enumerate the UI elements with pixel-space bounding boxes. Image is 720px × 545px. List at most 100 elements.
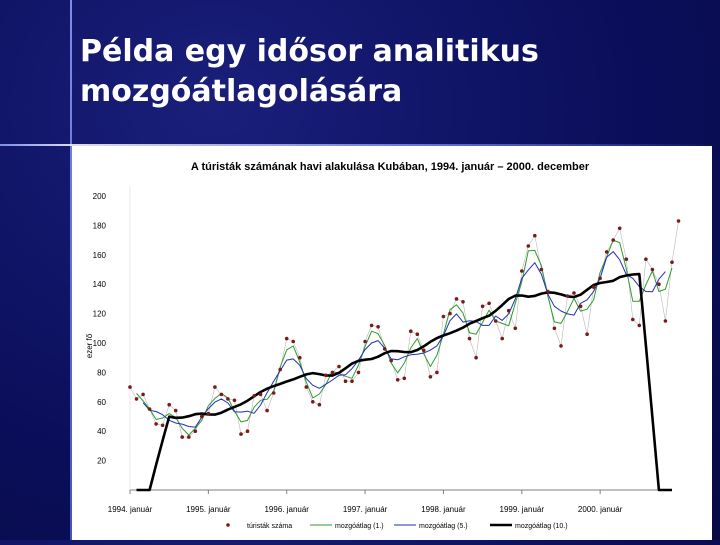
chart-title: A túristák számának havi alakulása Kubáb… [191, 161, 590, 173]
y-tick-label: 80 [97, 368, 106, 377]
data-point [428, 375, 433, 379]
data-point [252, 394, 256, 398]
data-point [585, 332, 589, 336]
legend-label: túristák száma [247, 523, 292, 530]
data-point [173, 408, 178, 413]
data-point [676, 219, 681, 223]
x-tick-label: 1995. január [186, 505, 231, 514]
data-point [552, 326, 557, 331]
data-point [644, 257, 648, 261]
slide-title-line-1: Példa egy idősor analitikus [80, 34, 539, 69]
y-tick-label: 100 [93, 339, 107, 348]
data-point [343, 379, 348, 383]
data-point [193, 429, 198, 434]
data-point [284, 336, 289, 341]
data-point [572, 291, 576, 295]
data-point [461, 300, 465, 304]
data-point [369, 323, 374, 328]
data-point [291, 339, 295, 344]
data-point [187, 435, 191, 439]
data-point [441, 314, 446, 319]
data-point [311, 400, 315, 404]
data-point [539, 267, 544, 272]
data-point [337, 364, 341, 369]
legend-label: mozgóátlag (10.) [515, 523, 568, 530]
chart-panel: A túristák számának havi alakulása Kubáb… [72, 146, 712, 540]
data-point [239, 432, 243, 436]
data-point [409, 329, 413, 333]
data-point [435, 370, 439, 375]
data-point [232, 398, 237, 403]
data-point [474, 355, 478, 360]
legend-label: mozgóátlag (1.) [335, 523, 384, 530]
data-point [578, 304, 583, 309]
y-tick-label: 60 [97, 398, 106, 407]
x-tick-label: 2000. január [578, 505, 623, 514]
data-point [617, 226, 622, 231]
data-point [611, 238, 615, 242]
data-point [350, 379, 354, 383]
decorative-vertical-line [70, 0, 72, 540]
slide-title-line-2: mozgóátlagolására [80, 74, 403, 109]
data-point [298, 355, 302, 360]
y-axis-label: ezer fő [85, 333, 94, 358]
y-tick-label: 180 [93, 221, 107, 230]
x-tick-label: 1994. január [108, 505, 153, 514]
data-point [526, 244, 531, 248]
data-point [506, 308, 511, 313]
y-tick-label: 40 [97, 427, 106, 436]
data-point [598, 276, 602, 281]
data-point [467, 336, 472, 341]
data-point [533, 233, 537, 238]
data-point [546, 289, 550, 294]
series-line-moving-average-1 [136, 239, 673, 436]
x-tick-label: 1996. január [264, 505, 309, 514]
data-point [565, 294, 570, 298]
data-point [657, 282, 661, 286]
data-point [160, 423, 165, 428]
data-point [591, 285, 596, 289]
x-tick-label: 1997. január [343, 505, 388, 514]
data-point [258, 392, 263, 397]
y-tick-label: 120 [93, 310, 107, 319]
data-point [167, 402, 171, 407]
slide-title: Példa egy idősor analitikus mozgóátlagol… [80, 32, 680, 112]
data-point [376, 325, 380, 329]
y-tick-label: 200 [93, 192, 107, 201]
data-point [402, 376, 407, 381]
data-point [415, 332, 420, 336]
data-point [559, 344, 563, 348]
data-point [500, 336, 505, 341]
data-point [219, 392, 224, 397]
data-point [604, 250, 609, 254]
data-point [670, 260, 674, 264]
data-point [448, 311, 452, 316]
tourist-chart: A túristák számának havi alakulása Kubáb… [85, 161, 681, 530]
data-point [278, 367, 282, 372]
data-point [395, 378, 400, 382]
data-point [422, 348, 426, 353]
data-point [147, 407, 152, 411]
data-point [480, 304, 485, 309]
data-point [206, 411, 211, 416]
y-tick-label: 140 [93, 280, 107, 289]
legend-label: mozgóátlag (5.) [419, 523, 468, 530]
data-point [356, 370, 361, 375]
data-point [265, 408, 269, 413]
data-point [493, 319, 498, 323]
data-point [487, 301, 491, 306]
x-tick-label: 1999. január [500, 505, 545, 514]
data-point [663, 319, 668, 323]
data-point [154, 422, 158, 426]
data-point [650, 267, 655, 272]
decorative-horizontal-line [0, 144, 720, 146]
data-point [389, 358, 394, 363]
y-tick-label: 160 [93, 251, 107, 260]
data-point [317, 402, 322, 407]
data-point [141, 392, 145, 397]
data-point [213, 385, 217, 389]
data-point [134, 397, 139, 401]
data-point [324, 373, 328, 378]
series-line-moving-average-10 [136, 272, 672, 492]
data-point [271, 391, 276, 395]
